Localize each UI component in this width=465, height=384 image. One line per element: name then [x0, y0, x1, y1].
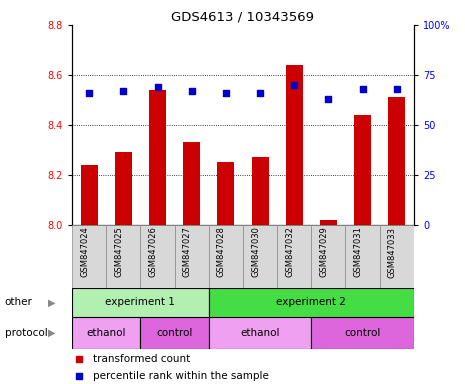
Bar: [354, 115, 371, 225]
Text: experiment 2: experiment 2: [276, 297, 346, 308]
Text: transformed count: transformed count: [93, 354, 190, 364]
Bar: [209, 317, 312, 349]
Text: ▶: ▶: [48, 328, 56, 338]
Text: GSM847032: GSM847032: [285, 227, 294, 277]
Text: GSM847028: GSM847028: [217, 227, 226, 277]
Text: ethanol: ethanol: [86, 328, 126, 338]
Point: [359, 86, 366, 92]
Bar: [209, 225, 243, 288]
Bar: [252, 157, 269, 225]
Point: [291, 82, 298, 88]
Bar: [72, 288, 209, 317]
Bar: [140, 225, 174, 288]
Bar: [140, 317, 209, 349]
Bar: [72, 317, 140, 349]
Bar: [217, 162, 234, 225]
Bar: [345, 225, 379, 288]
Point: [154, 84, 161, 90]
Text: GSM847030: GSM847030: [251, 227, 260, 277]
Text: GSM847031: GSM847031: [353, 227, 363, 277]
Text: experiment 1: experiment 1: [106, 297, 175, 308]
Point: [222, 90, 230, 96]
Text: protocol: protocol: [5, 328, 47, 338]
Bar: [183, 142, 200, 225]
Text: percentile rank within the sample: percentile rank within the sample: [93, 371, 268, 381]
Text: GSM847025: GSM847025: [114, 227, 123, 277]
Bar: [149, 90, 166, 225]
Bar: [72, 225, 106, 288]
Point: [188, 88, 195, 94]
Text: GSM847029: GSM847029: [319, 227, 328, 277]
Text: ▶: ▶: [48, 297, 56, 308]
Point: [256, 90, 264, 96]
Bar: [209, 288, 414, 317]
Bar: [106, 225, 140, 288]
Point: [75, 356, 83, 362]
Text: GSM847026: GSM847026: [148, 227, 158, 277]
Bar: [312, 317, 414, 349]
Bar: [379, 225, 414, 288]
Bar: [277, 225, 312, 288]
Point: [120, 88, 127, 94]
Text: GSM847024: GSM847024: [80, 227, 89, 277]
Point: [325, 96, 332, 102]
Point: [86, 90, 93, 96]
Bar: [243, 225, 277, 288]
Title: GDS4613 / 10343569: GDS4613 / 10343569: [172, 11, 314, 24]
Text: GSM847033: GSM847033: [388, 227, 397, 278]
Bar: [115, 152, 132, 225]
Text: control: control: [345, 328, 381, 338]
Bar: [286, 65, 303, 225]
Text: other: other: [5, 297, 33, 308]
Bar: [312, 225, 345, 288]
Text: ethanol: ethanol: [240, 328, 280, 338]
Text: GSM847027: GSM847027: [183, 227, 192, 277]
Bar: [80, 165, 98, 225]
Bar: [320, 220, 337, 225]
Point: [75, 372, 83, 379]
Text: control: control: [156, 328, 193, 338]
Bar: [388, 98, 405, 225]
Bar: [174, 225, 209, 288]
Point: [393, 86, 400, 92]
